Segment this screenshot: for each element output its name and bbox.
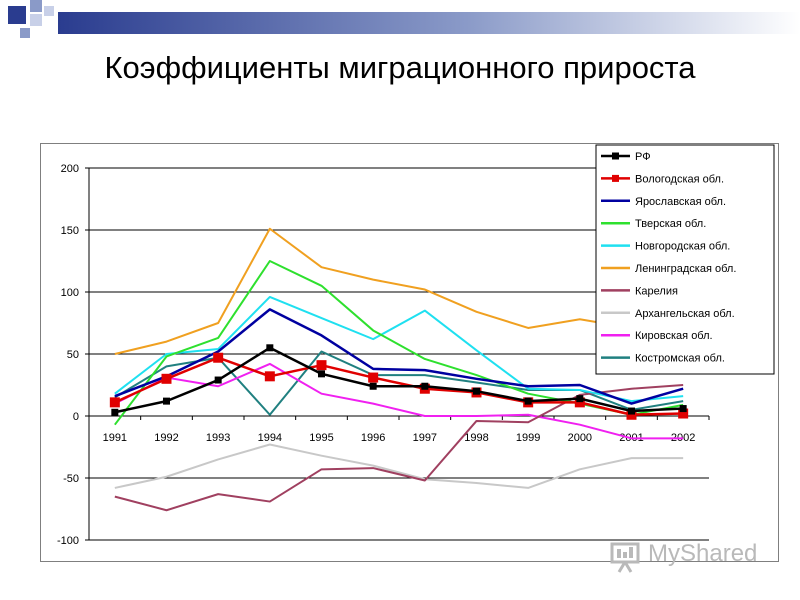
y-tick-label: 150 xyxy=(61,225,79,237)
series-line xyxy=(114,227,684,355)
y-tick-label: 0 xyxy=(73,411,79,423)
data-point xyxy=(679,405,687,413)
data-point xyxy=(576,395,584,403)
legend-label: Новгородская обл. xyxy=(635,241,730,253)
data-point xyxy=(163,397,170,405)
data-point xyxy=(161,373,172,384)
x-tick-label: 1992 xyxy=(154,432,178,444)
legend-label: Вологодская обл. xyxy=(635,173,724,185)
data-point xyxy=(266,344,274,352)
data-point xyxy=(626,409,637,420)
data-point xyxy=(213,352,224,363)
header-decoration xyxy=(8,0,800,38)
data-point xyxy=(678,408,689,419)
watermark: MyShared xyxy=(608,538,778,574)
data-point xyxy=(473,387,480,395)
data-point xyxy=(524,397,532,405)
x-tick-label: 1991 xyxy=(103,432,127,444)
x-tick-label: 1994 xyxy=(258,432,282,444)
watermark-text: MyShared xyxy=(648,540,758,567)
y-tick-label: -50 xyxy=(63,473,79,485)
data-point xyxy=(368,372,379,383)
y-tick-label: 200 xyxy=(61,163,79,175)
migration-line-chart: -100 -50 0 50 100 150 200 1991 1992 1993 1994 1995 1… xyxy=(57,144,775,547)
y-tick-label: 50 xyxy=(67,349,79,361)
legend-marker xyxy=(612,174,619,182)
x-tick-label: 1995 xyxy=(309,432,333,444)
data-point xyxy=(264,371,275,382)
data-point xyxy=(316,360,327,371)
presentation-board-icon xyxy=(610,542,640,573)
y-tick-label: -100 xyxy=(57,535,79,547)
data-point xyxy=(109,397,120,408)
data-point xyxy=(111,408,119,416)
legend-label: Ленинградская обл. xyxy=(635,263,736,275)
x-tick-label: 1997 xyxy=(413,432,437,444)
legend-label: Костромская обл. xyxy=(635,353,725,365)
x-tick-label: 2000 xyxy=(568,432,592,444)
series-line xyxy=(114,384,684,512)
data-point xyxy=(318,370,325,378)
axes: -100 -50 0 50 100 150 200 1991 1992 1993 1994 1995 1… xyxy=(57,163,710,547)
legend-label: Архангельская обл. xyxy=(635,308,735,320)
legend-label: РФ xyxy=(635,151,651,163)
data-point xyxy=(421,382,429,390)
legend-label: Кировская обл. xyxy=(635,330,713,342)
data-point xyxy=(574,397,585,408)
legend: РФ Вологодская обл. Ярославская обл. Тверск… xyxy=(595,144,775,375)
data-point xyxy=(214,376,222,384)
data-point xyxy=(369,382,377,390)
legend-label: Ярославская обл. xyxy=(635,196,726,208)
legend-label: Тверская обл. xyxy=(635,218,706,230)
x-tick-label: 1998 xyxy=(464,432,488,444)
x-tick-label: 1996 xyxy=(361,432,385,444)
series-line xyxy=(114,295,684,403)
series-line xyxy=(114,443,684,489)
x-tick-label: 1993 xyxy=(206,432,230,444)
series-line xyxy=(114,346,684,414)
legend-marker xyxy=(612,152,619,160)
data-point xyxy=(628,407,635,415)
legend-label: Карелия xyxy=(635,285,678,297)
x-tick-label: 1999 xyxy=(516,432,540,444)
series-lines xyxy=(109,227,689,512)
y-tick-label: 100 xyxy=(61,287,79,299)
slide-title: Коэффициенты миграционного прироста xyxy=(104,50,696,85)
series-line xyxy=(114,356,684,417)
series-line xyxy=(114,308,684,405)
